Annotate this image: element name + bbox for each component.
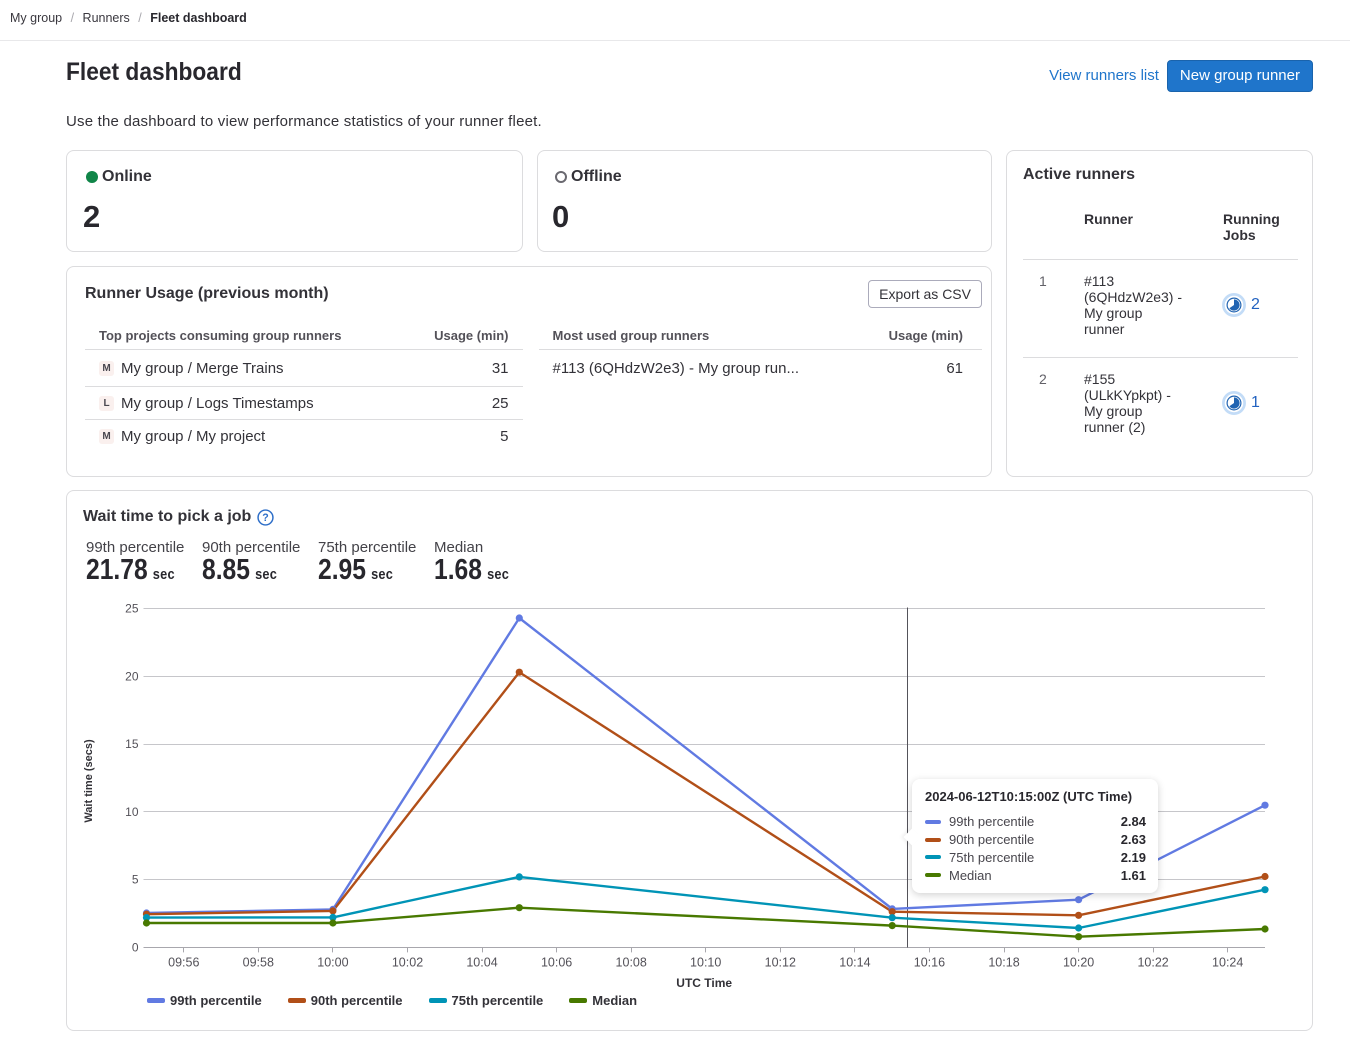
svg-text:Wait time (secs): Wait time (secs) (83, 739, 95, 823)
svg-text:10:04: 10:04 (466, 955, 497, 969)
svg-text:09:58: 09:58 (243, 955, 274, 969)
svg-text:15: 15 (125, 737, 139, 751)
svg-text:10:20: 10:20 (1063, 955, 1094, 969)
svg-text:10:12: 10:12 (765, 955, 796, 969)
svg-text:10:18: 10:18 (988, 955, 1019, 969)
svg-text:09:56: 09:56 (168, 955, 199, 969)
svg-text:10:14: 10:14 (839, 955, 870, 969)
svg-text:0: 0 (132, 940, 139, 954)
svg-text:10: 10 (125, 805, 139, 819)
svg-text:10:10: 10:10 (690, 955, 721, 969)
svg-text:10:22: 10:22 (1137, 955, 1168, 969)
svg-text:UTC Time: UTC Time (676, 976, 732, 990)
svg-text:20: 20 (125, 669, 139, 683)
svg-text:?: ? (263, 512, 269, 524)
svg-text:5: 5 (132, 873, 139, 887)
svg-text:10:08: 10:08 (616, 955, 647, 969)
svg-text:25: 25 (125, 602, 139, 616)
svg-text:10:02: 10:02 (392, 955, 423, 969)
svg-text:10:16: 10:16 (914, 955, 945, 969)
svg-text:10:00: 10:00 (317, 955, 348, 969)
svg-text:10:06: 10:06 (541, 955, 572, 969)
svg-text:10:24: 10:24 (1212, 955, 1243, 969)
